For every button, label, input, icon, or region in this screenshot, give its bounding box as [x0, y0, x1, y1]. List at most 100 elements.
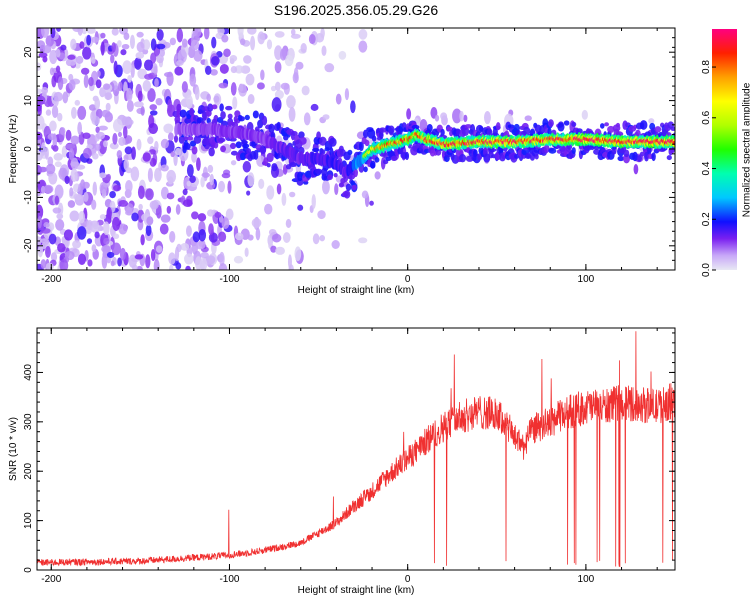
spectrogram-ridge-halo: [670, 126, 675, 132]
spectrogram-noise-blob: [189, 73, 197, 87]
snr-background: [37, 328, 675, 570]
spectrogram-noise-blob: [137, 90, 143, 102]
spectrogram-ridge-halo: [268, 123, 275, 134]
spectrogram-noise-blob: [80, 179, 86, 191]
spectrogram-ridge-halo: [483, 153, 491, 163]
spectrogram-ridge-halo: [548, 147, 557, 154]
spectrogram-noise-blob: [245, 73, 255, 86]
spectrogram-noise-blob: [176, 28, 184, 43]
snr-x-label: Height of straight line (km): [298, 585, 415, 596]
spectrogram-ridge-halo: [207, 103, 214, 112]
spectrogram-noise-blob: [100, 41, 105, 56]
spectrogram-noise-blob: [358, 40, 368, 53]
spectrogram-noise-blob: [86, 34, 92, 46]
spectrogram-noise-blob: [175, 262, 182, 270]
spectrogram-noise-blob: [123, 32, 130, 40]
spectrogram-ridge-halo: [639, 120, 648, 130]
spectrogram-noise-blob: [266, 185, 275, 200]
spectrogram-noise-blob: [118, 223, 128, 235]
spectrogram-noise-blob: [203, 28, 210, 40]
spectrogram-ridge-halo: [187, 136, 194, 141]
spectrogram-noise-blob: [200, 251, 209, 259]
spectrogram-noise-blob: [111, 42, 116, 53]
snr-y-tick-label: 100: [23, 512, 34, 529]
colorbar-tick-label: 0.6: [701, 110, 712, 124]
spectrogram-noise-blob: [49, 49, 58, 65]
spectrogram-noise-blob: [43, 222, 50, 228]
spectrogram-noise-blob: [208, 223, 214, 235]
spectrogram-noise-blob: [361, 190, 369, 199]
spectrogram-noise-blob: [169, 37, 176, 46]
spectrogram-noise-blob: [142, 39, 151, 51]
spectrogram-noise-blob: [88, 76, 94, 87]
spectrogram-noise-blob: [106, 173, 111, 181]
spectrogram-ridge-halo: [495, 122, 501, 131]
spectrogram-noise-blob: [95, 126, 100, 134]
spectrogram-ridge-halo: [178, 135, 185, 144]
spectrogram-noise-blob: [49, 120, 57, 132]
spectrogram-ridge-halo: [563, 120, 570, 126]
spectrogram-ridge-halo: [371, 135, 377, 142]
spectrogram-noise-blob: [59, 259, 69, 270]
spectrogram-noise-blob: [149, 200, 159, 210]
spectrogram-noise-blob: [169, 230, 176, 243]
spectrogram-ridge-halo: [351, 184, 357, 191]
spectrogram-noise-blob: [145, 188, 154, 201]
spectrogram-ridge-halo: [183, 136, 189, 142]
spectrogram-noise-blob: [170, 151, 175, 158]
spectrogram-ridge-halo: [219, 103, 224, 112]
spectrogram-noise-blob: [44, 147, 49, 160]
spectrogram-ridge-halo: [288, 162, 297, 168]
spectrogram-noise-blob: [41, 86, 49, 95]
spectrogram-noise-blob: [185, 265, 191, 270]
spectrogram-ridge-halo: [435, 149, 442, 156]
spectrogram-noise-blob: [198, 228, 207, 242]
spectrogram-noise-blob: [94, 231, 100, 239]
spectrogram-ridge-halo: [246, 148, 252, 155]
spectrogram-noise-blob: [274, 31, 285, 38]
spectrogram-ridge-halo: [290, 131, 298, 136]
spectrogram-noise-blob: [91, 199, 97, 210]
spectrogram-noise-blob: [174, 66, 184, 76]
spectrogram-x-tick-label: 0: [405, 274, 411, 285]
spectrogram-noise-blob: [45, 262, 54, 270]
spectrogram-noise-blob: [193, 50, 203, 62]
spectrogram-noise-blob: [52, 145, 59, 152]
spectrogram-noise-blob: [77, 226, 87, 240]
colorbar-tick-label: 0.4: [701, 161, 712, 175]
spectrogram-noise-blob: [102, 83, 111, 90]
spectrogram-noise-blob: [140, 234, 145, 246]
spectrogram-noise-blob: [147, 136, 154, 145]
spectrogram-noise-blob: [45, 245, 51, 258]
spectrogram-noise-blob: [131, 146, 136, 160]
spectrogram-noise-blob: [117, 131, 122, 138]
spectrogram-noise-blob: [234, 65, 244, 74]
spectrogram-noise-blob: [217, 231, 227, 242]
spectrogram-noise-blob: [159, 223, 169, 235]
colorbar-tick-label: 0.0: [701, 263, 712, 277]
spectrogram-noise-blob: [255, 227, 261, 241]
spectrogram-noise-blob: [102, 251, 108, 258]
spectrogram-ridge-halo: [338, 182, 345, 188]
spectrogram-noise-blob: [40, 142, 46, 156]
spectrogram-ridge-halo: [261, 115, 268, 126]
spectrogram-ridge-halo: [464, 124, 473, 129]
spectrogram-noise-blob: [191, 151, 197, 163]
spectrogram-noise-blob: [51, 105, 59, 119]
spectrogram-noise-blob: [463, 114, 468, 123]
spectrogram-noise-blob: [218, 263, 228, 270]
spectrogram-noise-blob: [37, 215, 42, 229]
spectrogram-noise-blob: [182, 188, 188, 196]
spectrogram-noise-blob: [83, 192, 89, 203]
spectrogram-noise-blob: [40, 238, 50, 244]
spectrogram-noise-blob: [268, 228, 277, 236]
spectrogram-ridge-halo: [390, 155, 398, 162]
spectrogram-noise-blob: [73, 193, 82, 201]
spectrogram-noise-blob: [113, 184, 122, 192]
spectrogram-noise-blob: [65, 129, 72, 141]
spectrogram-noise-blob: [118, 200, 129, 207]
spectrogram-noise-blob: [109, 142, 119, 150]
spectrogram-ridge-halo: [374, 157, 380, 163]
spectrogram-ridge-halo: [242, 143, 250, 149]
snr-series-line: [37, 331, 675, 568]
